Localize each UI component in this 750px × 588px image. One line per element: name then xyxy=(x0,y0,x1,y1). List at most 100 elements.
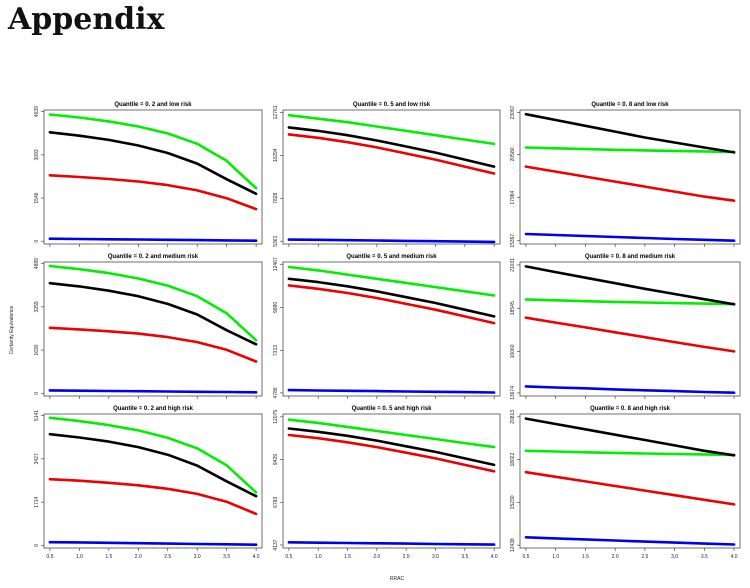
y-tick-label: 12467 xyxy=(273,257,279,271)
x-tick-label: 1.0 xyxy=(315,554,322,560)
series-line xyxy=(48,131,258,196)
series-line xyxy=(524,417,736,457)
chart-panel: Quantile = 0. 2 and high risk 0 1714 3427 51… xyxy=(34,406,263,560)
y-tick-label: 3093 xyxy=(34,149,40,160)
series-line xyxy=(524,112,736,154)
y-tick-label: 4889 xyxy=(34,258,40,269)
y-tick-label: 20580 xyxy=(510,147,516,161)
plot-frame xyxy=(519,261,741,397)
x-tick-label: 3.5 xyxy=(223,554,230,560)
y-tick-label: 18022 xyxy=(510,452,516,466)
y-tick-label: 18545 xyxy=(510,301,516,315)
series-line xyxy=(524,298,736,306)
plot-frame xyxy=(282,261,501,397)
chart-panel: Quantile = 0. 8 and low risk 15397 17984 20… xyxy=(510,102,741,248)
series-line xyxy=(287,388,496,394)
chart-title: Quantile = 0. 8 and high risk xyxy=(590,406,671,412)
series-line xyxy=(48,389,258,394)
x-tick-label: 1.0 xyxy=(76,554,83,560)
x-axis-label: RRAC xyxy=(390,576,405,582)
y-tick-label: 0 xyxy=(34,544,40,547)
y-tick-label: 0 xyxy=(34,392,40,395)
series-line xyxy=(287,433,496,473)
x-tick-label: 3.0 xyxy=(432,554,439,560)
plot-frame xyxy=(43,109,263,245)
chart-title: Quantile = 0. 2 and high risk xyxy=(113,406,194,412)
series-line xyxy=(524,146,736,154)
series-line xyxy=(287,126,496,168)
plot-frame xyxy=(519,109,741,245)
y-tick-label: 9429 xyxy=(273,454,279,465)
series-line xyxy=(48,477,258,516)
series-line xyxy=(48,264,258,342)
chart-panel: Quantile = 0. 5 and low risk 5361 7828 1029… xyxy=(273,102,501,247)
y-tick-label: 3259 xyxy=(34,301,40,312)
series-line xyxy=(287,540,496,546)
chart-title: Quantile = 0. 2 and medium risk xyxy=(108,254,199,260)
y-tick-label: 23097 xyxy=(510,105,516,119)
y-tick-label: 0 xyxy=(34,240,40,243)
chart-panel: Quantile = 0. 2 and medium risk 0 1630 3259… xyxy=(34,254,263,399)
y-tick-label: 20813 xyxy=(510,410,516,424)
chart-panel: Quantile = 0. 5 and medium risk 4786 7313 9… xyxy=(273,254,501,399)
y-tick-label: 9890 xyxy=(273,302,279,313)
y-axis-label: Certainty Equivalence xyxy=(9,305,15,354)
series-line xyxy=(287,133,496,175)
chart-title: Quantile = 0. 5 and high risk xyxy=(352,406,433,412)
series-line xyxy=(524,470,736,506)
y-tick-label: 12438 xyxy=(510,538,516,552)
x-tick-label: 1.5 xyxy=(344,554,351,560)
chart-title: Quantile = 0. 8 and low risk xyxy=(591,102,669,108)
series-line xyxy=(524,535,736,546)
y-tick-label: 16060 xyxy=(510,344,516,358)
series-line xyxy=(48,237,258,242)
plot-frame xyxy=(282,413,501,549)
y-tick-label: 15230 xyxy=(510,495,516,509)
series-line xyxy=(48,416,258,494)
plot-frame xyxy=(282,109,501,245)
x-tick-label: 4.0 xyxy=(253,554,260,560)
y-tick-label: 5361 xyxy=(273,235,279,246)
x-tick-label: 1.5 xyxy=(105,554,112,560)
series-line xyxy=(287,418,496,449)
page-title: Appendix xyxy=(8,2,165,37)
series-line xyxy=(287,265,496,297)
series-line xyxy=(287,277,496,318)
series-line xyxy=(48,281,258,346)
y-tick-label: 12761 xyxy=(273,105,279,119)
x-tick-label: 4.0 xyxy=(491,554,498,560)
y-tick-label: 10294 xyxy=(273,148,279,162)
chart-title: Quantile = 0. 5 and low risk xyxy=(353,102,431,108)
y-tick-label: 4639 xyxy=(34,106,40,117)
series-line xyxy=(524,385,736,395)
y-tick-label: 1546 xyxy=(34,192,40,203)
y-tick-label: 12075 xyxy=(273,410,279,424)
series-line xyxy=(48,432,258,498)
y-tick-label: 3427 xyxy=(34,453,40,464)
y-tick-label: 13674 xyxy=(510,386,516,400)
series-line xyxy=(287,113,496,146)
series-line xyxy=(48,326,258,363)
plot-frame xyxy=(43,413,263,549)
x-tick-label: 2.5 xyxy=(641,554,648,560)
x-tick-label: 2.0 xyxy=(373,554,380,560)
y-tick-label: 15397 xyxy=(510,234,516,248)
x-tick-label: 3.5 xyxy=(701,554,708,560)
y-tick-label: 21031 xyxy=(510,258,516,272)
series-line xyxy=(524,316,736,353)
x-tick-label: 0.5 xyxy=(285,554,292,560)
series-line xyxy=(524,265,736,306)
y-tick-label: 7313 xyxy=(273,345,279,356)
series-line xyxy=(524,232,736,242)
y-tick-label: 4137 xyxy=(273,539,279,550)
series-line xyxy=(48,174,258,211)
x-tick-label: 3.5 xyxy=(461,554,468,560)
x-tick-label: 2.0 xyxy=(612,554,619,560)
x-tick-label: 0.5 xyxy=(46,554,53,560)
x-tick-label: 4.0 xyxy=(731,554,738,560)
x-tick-label: 3.0 xyxy=(671,554,678,560)
y-tick-label: 1630 xyxy=(34,344,40,355)
chart-panel: Quantile = 0. 8 and medium risk 13674 1606… xyxy=(510,254,741,400)
y-tick-label: 17984 xyxy=(510,190,516,204)
